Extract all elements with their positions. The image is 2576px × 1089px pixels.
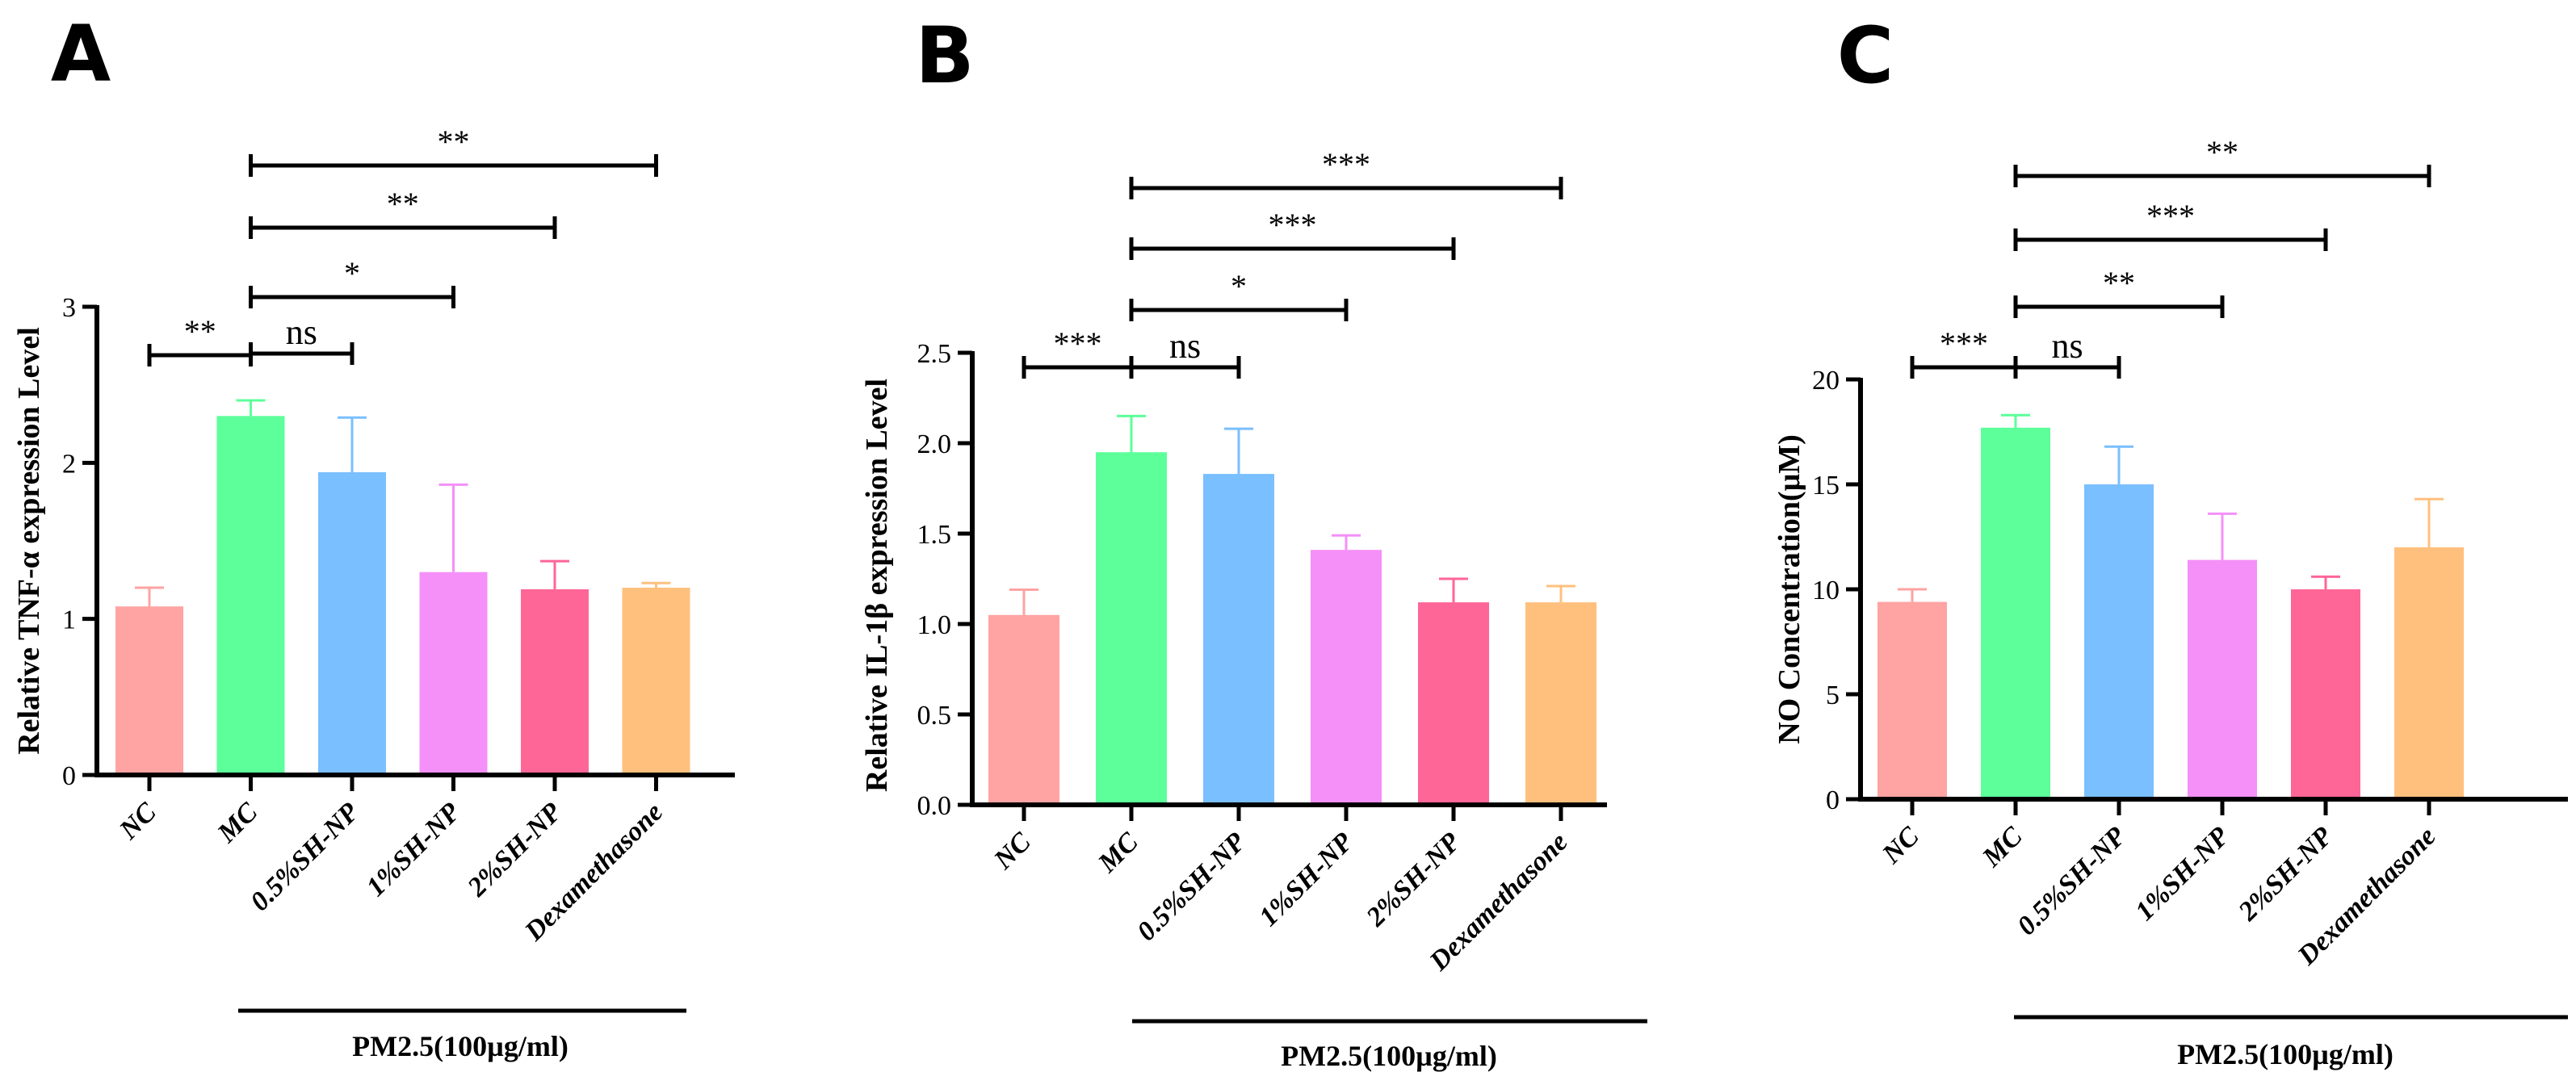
y-tick-label: 10	[1812, 576, 1840, 605]
bar	[1525, 602, 1596, 805]
category-label: 1%SH-NP	[1253, 827, 1358, 932]
panel-letter: C	[1837, 10, 1894, 101]
bar	[1418, 602, 1489, 805]
y-tick-label: 20	[1812, 366, 1840, 396]
panel-c: C 0 5 10 15 20 NO Concentration(μM) NC MC0.5%SH-…	[1773, 10, 2568, 1070]
y-tick-label: 15	[1812, 471, 1840, 501]
group-label: PM2.5(100µg/ml)	[2177, 1038, 2393, 1070]
bar	[1203, 474, 1274, 805]
y-tick-label: 1.0	[917, 610, 952, 640]
bar	[419, 572, 488, 775]
bar	[622, 588, 690, 775]
y-tick-label: 0.0	[917, 791, 952, 821]
bar	[988, 614, 1059, 805]
bar	[1096, 452, 1167, 805]
y-tick-label: 2.0	[917, 429, 952, 459]
y-tick-label: 5	[1826, 681, 1840, 710]
significance-label: **	[438, 124, 470, 160]
category-label: 0.5%SH-NP	[1131, 827, 1252, 947]
category-label: NC	[988, 827, 1036, 875]
category-label: 1%SH-NP	[361, 797, 466, 902]
bar	[1311, 550, 1382, 805]
y-tick-label: 1.5	[917, 520, 952, 550]
bar	[2084, 484, 2154, 799]
y-tick-label: 2.5	[917, 339, 952, 369]
y-tick-label: 3	[62, 293, 76, 323]
significance-label: ns	[2051, 326, 2083, 366]
category-label: 2%SH-NP	[1361, 827, 1466, 932]
group-label: PM2.5(100µg/ml)	[1281, 1040, 1497, 1072]
category-label: NC	[1876, 821, 1924, 869]
bar	[521, 588, 589, 775]
significance-label: ***	[1322, 146, 1370, 182]
panel-a: A 0 1 2 3 Relative TNF-α expression Level NC MC…	[12, 9, 735, 1062]
bar	[2291, 589, 2360, 799]
significance-label: ***	[1269, 207, 1317, 243]
category-label: MC	[1976, 821, 2028, 873]
category-label: NC	[113, 797, 162, 845]
significance-label: ***	[2146, 198, 2195, 234]
y-tick-label: 1	[62, 605, 76, 635]
bar	[2188, 559, 2257, 799]
category-label: MC	[1092, 827, 1144, 879]
category-label: 2%SH-NP	[2233, 821, 2339, 927]
significance-label: **	[2206, 134, 2238, 170]
y-axis-label: Relative IL-1β expression Level	[860, 379, 894, 792]
bar	[216, 416, 285, 775]
category-label: 2%SH-NP	[462, 797, 568, 903]
category-label: MC	[212, 797, 264, 849]
panel-b: B 0.0 0.5 1.0 1.5 2.0 2.5 Relative IL-1β expres…	[860, 10, 1647, 1072]
bar	[318, 471, 386, 775]
bar	[1981, 427, 2050, 799]
panel-letter: B	[915, 10, 974, 101]
significance-label: **	[2103, 265, 2135, 301]
bar	[115, 606, 183, 775]
panel-letter: A	[51, 9, 111, 99]
significance-label: **	[387, 186, 419, 222]
significance-label: ns	[286, 312, 317, 352]
significance-label: ns	[1169, 326, 1201, 366]
significance-label: *	[344, 255, 360, 291]
significance-label: **	[184, 313, 216, 350]
y-axis-label: Relative TNF-α expression Level	[12, 327, 46, 755]
y-tick-label: 0	[1826, 785, 1840, 815]
y-tick-label: 0	[62, 761, 76, 791]
y-axis-label: NO Concentration(μM)	[1773, 434, 1806, 744]
y-tick-label: 2	[62, 449, 76, 479]
y-tick-label: 0.5	[917, 701, 952, 731]
significance-label: *	[1231, 268, 1247, 304]
significance-label: ***	[1940, 325, 1988, 362]
category-label: 1%SH-NP	[2129, 821, 2234, 926]
category-label: 0.5%SH-NP	[2012, 821, 2132, 941]
group-label: PM2.5(100µg/ml)	[352, 1030, 568, 1062]
bar	[1877, 601, 1947, 799]
category-label: 0.5%SH-NP	[245, 797, 365, 917]
significance-label: ***	[1054, 325, 1102, 362]
bar	[2394, 547, 2464, 799]
